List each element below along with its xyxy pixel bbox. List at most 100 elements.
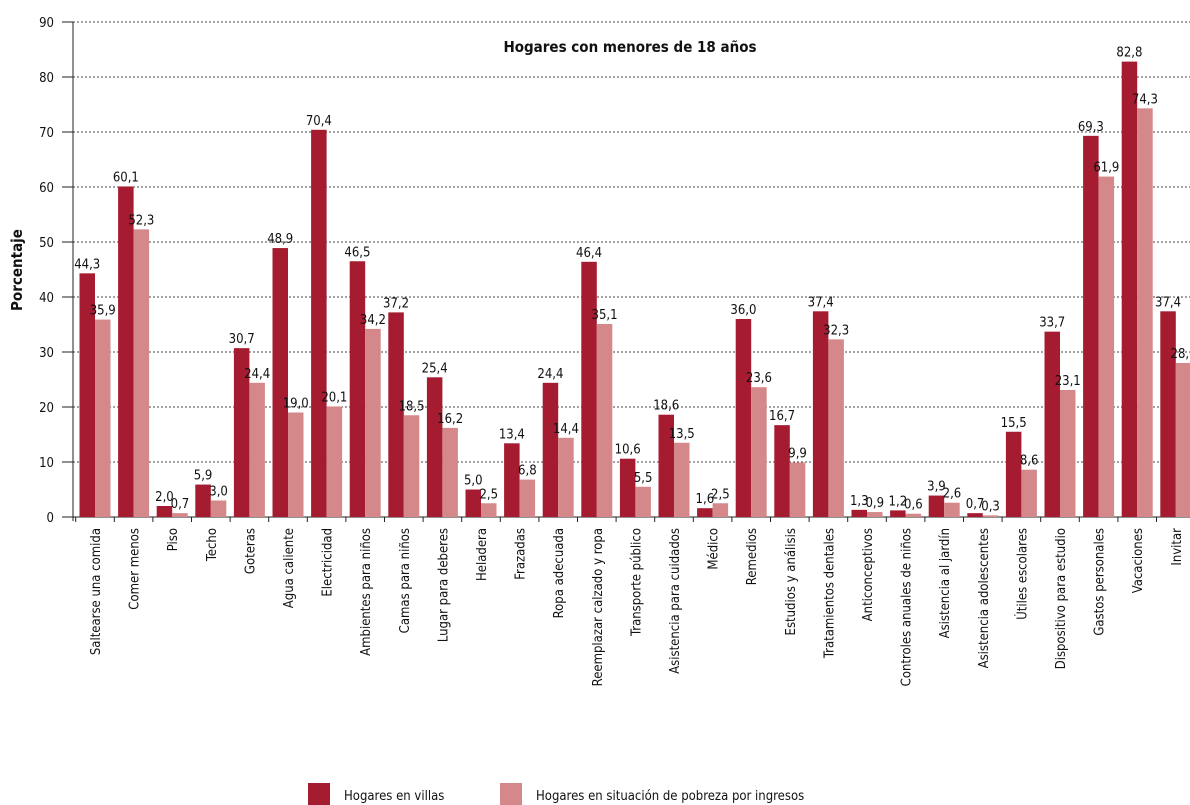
x-tick-label: Electricidad (321, 528, 336, 597)
bar (596, 323, 613, 517)
value-label: 0,7 (966, 497, 985, 512)
bar (828, 339, 844, 517)
value-label: 30,7 (229, 332, 255, 347)
value-label: 0,3 (981, 499, 1000, 514)
value-label: 18,5 (399, 399, 425, 414)
x-tick-label: Saltearse una comida (89, 528, 104, 655)
bar (867, 512, 883, 517)
value-label: 0,7 (171, 497, 190, 512)
x-tick-label: Piso (166, 528, 181, 551)
x-tick-label: Invitar (1170, 528, 1185, 566)
bar (504, 443, 520, 517)
value-label: 16,7 (769, 409, 795, 424)
bar (79, 273, 95, 517)
bar (133, 229, 150, 517)
bar (1044, 331, 1060, 517)
legend-swatch (308, 783, 330, 805)
value-label: 48,9 (267, 232, 293, 247)
value-label: 13,5 (669, 427, 695, 442)
y-tick-label: 40 (39, 291, 54, 306)
value-label: 3,9 (927, 480, 946, 495)
x-tick-label: Asistencia adolescentes (977, 528, 992, 668)
value-label: 20,1 (321, 390, 347, 405)
y-tick-label: 30 (39, 346, 54, 361)
bar (812, 311, 829, 517)
y-tick-label: 80 (39, 71, 54, 86)
bar (851, 509, 867, 517)
y-tick-label: 70 (39, 126, 54, 141)
y-tick-label: 10 (39, 456, 54, 471)
value-label: 5,5 (634, 471, 653, 486)
x-tick-label: Tratamientos dentales (822, 528, 837, 659)
bar (326, 406, 343, 517)
chart-title: Hogares con menores de 18 años (503, 38, 756, 56)
x-tick-label: Frazadas (514, 528, 529, 580)
value-label: 9,9 (788, 447, 807, 462)
value-label: 35,9 (90, 304, 116, 319)
x-tick-label: Comer menos (128, 528, 143, 610)
value-label: 0,6 (904, 498, 923, 513)
x-tick-label: Controles anuales de niños (900, 528, 915, 686)
x-tick-label: Goteras (243, 528, 258, 574)
bar (233, 348, 250, 517)
bar (751, 387, 767, 517)
bar (1175, 363, 1190, 517)
y-tick-label: 20 (39, 401, 54, 416)
value-label: 74,3 (1132, 92, 1158, 107)
bar (1137, 108, 1153, 517)
bar (890, 510, 906, 517)
x-tick-label: Asistencia para cuidados (668, 528, 683, 674)
bar (249, 382, 265, 517)
value-label: 46,5 (344, 245, 370, 260)
value-label: 37,2 (383, 296, 409, 311)
value-label: 33,7 (1039, 316, 1065, 331)
bar (1083, 135, 1099, 517)
bar (156, 506, 173, 517)
bar (581, 261, 597, 517)
legend-swatch (500, 783, 522, 805)
bar (735, 319, 752, 517)
x-tick-label: Vacaciones (1131, 528, 1146, 593)
bar (558, 437, 574, 517)
bar (619, 458, 636, 517)
value-label: 15,5 (1001, 416, 1027, 431)
x-tick-label: Remedios (745, 528, 760, 585)
x-tick-label: Asistencia al jardín (938, 528, 953, 638)
x-tick-label: Camas para niños (398, 528, 413, 633)
x-tick-label: Lugar para deberes (436, 528, 451, 642)
value-label: 37,4 (1155, 295, 1181, 310)
value-label: 1,6 (696, 492, 715, 507)
x-tick-label: Gastos personales (1093, 528, 1108, 636)
x-tick-label: Reemplazar calzado y ropa (591, 528, 606, 686)
value-label: 61,9 (1093, 161, 1119, 176)
bar (465, 489, 481, 517)
x-tick-label: Heladera (475, 528, 490, 581)
value-label: 14,4 (553, 422, 579, 437)
value-label: 2,6 (943, 487, 962, 502)
value-label: 19,0 (283, 397, 309, 412)
bar (403, 415, 420, 517)
value-label: 70,4 (306, 114, 332, 129)
y-tick-label: 60 (39, 181, 54, 196)
bar (1098, 176, 1115, 518)
x-tick-label: Anticonceptivos (861, 528, 876, 621)
value-label: 44,3 (74, 257, 100, 272)
value-label: 2,0 (155, 490, 174, 505)
x-tick-label: Agua caliente (282, 528, 297, 608)
bar (697, 508, 713, 517)
value-label: 3,0 (209, 485, 228, 500)
x-tick-label: Techo (205, 528, 220, 562)
value-label: 6,8 (518, 464, 537, 479)
value-label: 69,3 (1078, 120, 1104, 135)
bar (635, 486, 651, 517)
value-label: 8,6 (1020, 454, 1039, 469)
value-label: 18,6 (653, 399, 679, 414)
bar (349, 261, 366, 517)
bar (905, 513, 922, 517)
bar (442, 427, 458, 517)
value-label: 60,1 (113, 170, 139, 185)
value-label: 24,4 (537, 367, 563, 382)
legend-label: Hogares en situación de pobreza por ingr… (536, 789, 804, 804)
